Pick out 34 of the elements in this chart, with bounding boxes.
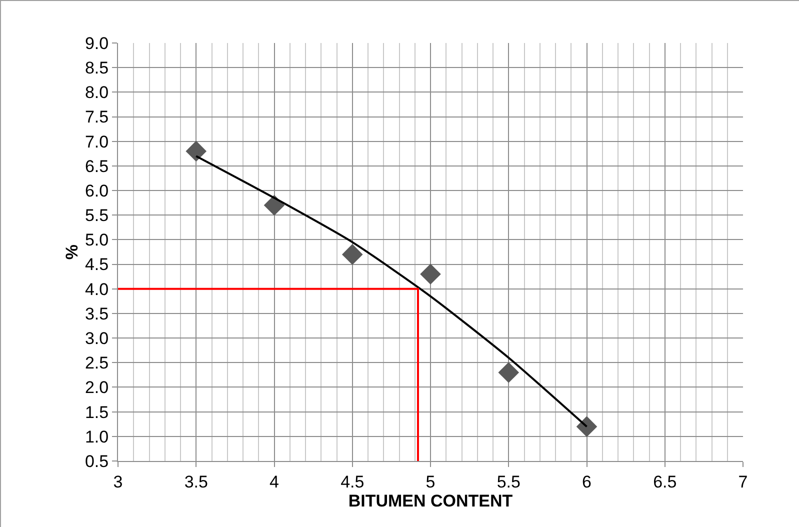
y-tick-label: 4.5 [84,255,109,274]
y-tick-label: 2.0 [84,378,109,398]
y-tick-label: 3.0 [84,329,109,348]
y-tick-label: 1.0 [84,427,109,446]
y-tick-label: 8.0 [84,83,109,102]
y-tick-label: 2.5 [84,354,109,373]
y-tick-label: 5.0 [84,230,109,250]
y-tick-label: 1.5 [84,402,109,422]
y-tick-label: 8.5 [84,58,109,78]
x-tick-label: 7 [738,472,748,492]
y-tick-label: 0.5 [84,452,109,471]
y-tick-label: 4.0 [84,280,109,299]
y-axis-title: % [62,244,82,260]
y-tick-label: 6.5 [84,156,109,176]
x-tick-label: 5.5 [496,472,520,492]
x-tick-label: 3.5 [184,472,208,492]
x-tick-label: 5 [426,472,436,492]
point [342,244,363,265]
x-tick-label: 3 [113,472,123,492]
y-tick-label: 9.0 [84,34,109,53]
x-axis-title: BITUMEN CONTENT [348,491,514,510]
point [186,140,207,162]
y-tick-label: 6.0 [84,181,109,200]
x-tick-label: 6.5 [653,472,677,492]
y-tick-label: 3.5 [84,304,109,324]
y-tick-label: 7.0 [84,132,109,152]
point [420,264,441,285]
x-tick-label: 4.5 [340,472,364,492]
point [498,362,520,383]
y-tick-label: 7.5 [84,108,109,127]
x-tick-label: 6 [582,472,592,492]
point [576,416,598,437]
y-tick-label: 5.5 [84,206,109,226]
x-tick-label: 4 [270,472,279,492]
